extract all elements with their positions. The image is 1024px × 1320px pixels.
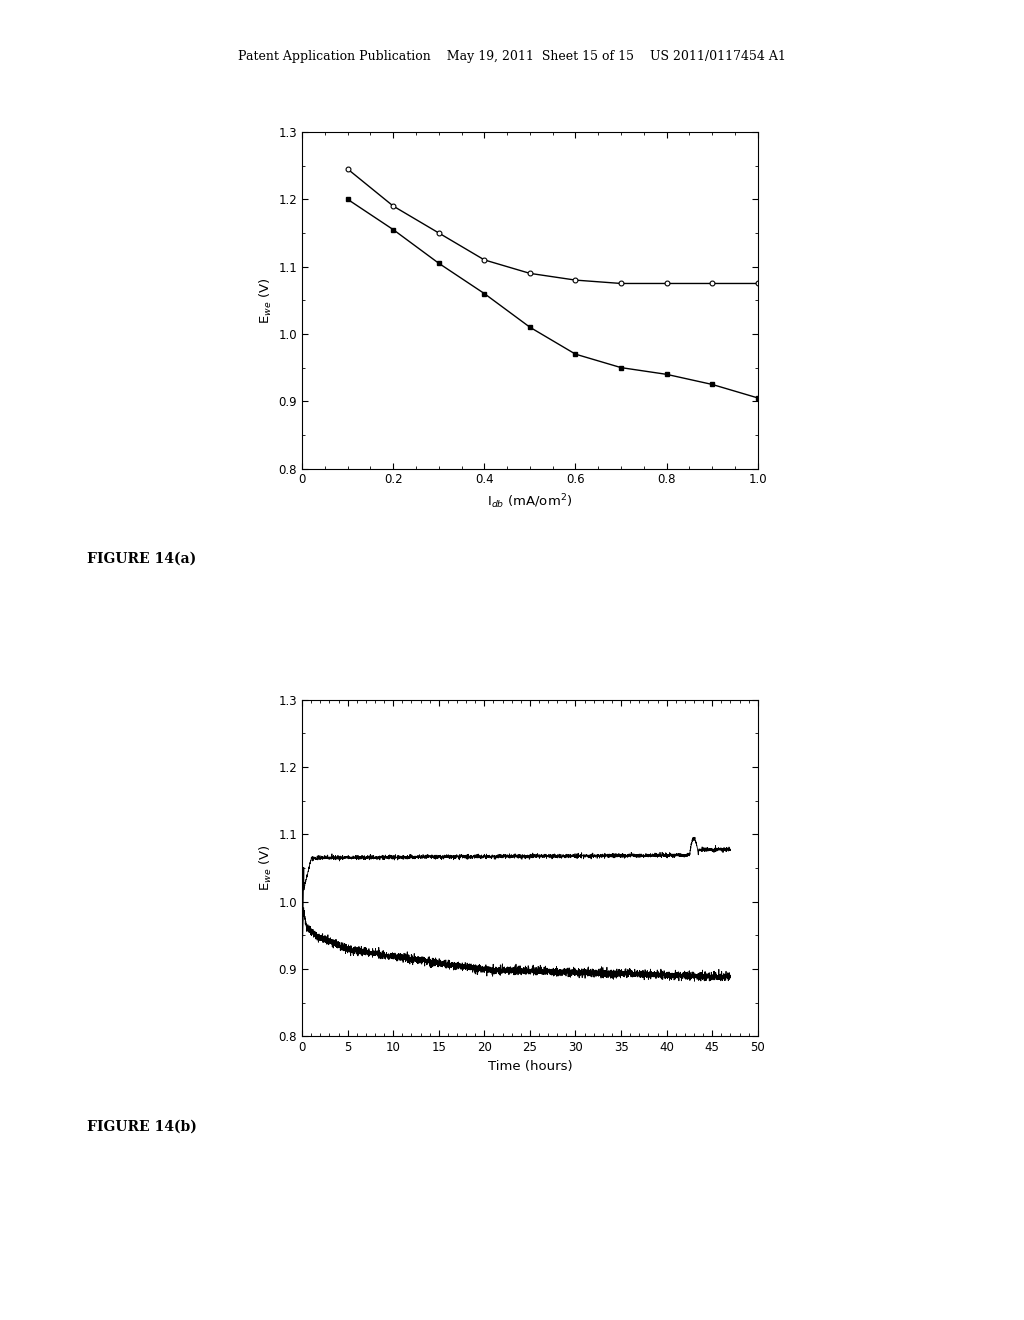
Y-axis label: E$_{we}$ (V): E$_{we}$ (V)	[258, 277, 274, 323]
Text: FIGURE 14(a): FIGURE 14(a)	[87, 552, 197, 566]
X-axis label: Time (hours): Time (hours)	[487, 1060, 572, 1073]
X-axis label: I$_{db}$ (mA/om$^2$): I$_{db}$ (mA/om$^2$)	[487, 492, 572, 511]
Text: Patent Application Publication    May 19, 2011  Sheet 15 of 15    US 2011/011745: Patent Application Publication May 19, 2…	[238, 50, 786, 63]
Y-axis label: E$_{we}$ (V): E$_{we}$ (V)	[258, 845, 274, 891]
Text: FIGURE 14(b): FIGURE 14(b)	[87, 1119, 197, 1134]
